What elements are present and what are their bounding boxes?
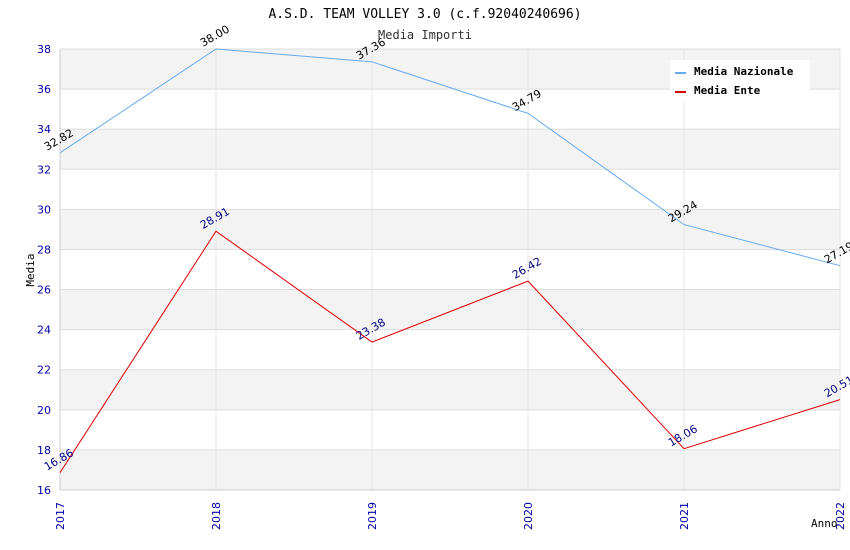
grid-band [60,289,840,330]
y-tick-label: 22 [37,364,51,377]
x-tick-label: 2017 [54,502,67,530]
y-tick-label: 18 [37,444,51,457]
y-tick-label: 28 [37,243,51,256]
grid-band [60,449,840,490]
series-line-media-nazionale [59,48,841,267]
data-label-media-nazionale: 34.79 [510,87,544,114]
y-tick-label: 34 [37,123,51,136]
x-tick-label: 2020 [522,502,535,530]
grid-band [60,209,840,250]
y-tick-label: 16 [37,484,51,497]
y-tick-label: 32 [37,163,51,176]
x-tick-label: 2018 [210,502,223,530]
gridlines [59,48,841,491]
grid-band [60,369,840,410]
y-axis-label: Media [24,253,37,286]
data-label-media-nazionale: 38.00 [198,23,232,50]
y-tick-label: 20 [37,404,51,417]
data-label-media-ente: 26.42 [510,255,544,282]
x-axis-label: Anno [811,517,838,530]
legend: Media Nazionale Media Ente [670,60,810,102]
x-tick-label: 2021 [678,502,691,530]
y-tick-label: 26 [37,284,51,297]
y-tick-label: 38 [37,43,51,56]
y-tick-label: 24 [37,324,51,337]
legend-box [670,60,810,102]
x-tick-labels: 2017 2018 2019 2020 2021 2022 [54,502,847,530]
chart-title: A.S.D. TEAM VOLLEY 3.0 (c.f.92040240696) [268,7,581,22]
legend-label-media-nazionale: Media Nazionale [694,65,794,78]
axes [59,49,840,491]
x-tick-label: 2019 [366,502,379,530]
y-tick-label: 36 [37,83,51,96]
grid-band [60,129,840,170]
legend-label-media-ente: Media Ente [694,84,761,97]
y-tick-labels: 16 18 20 22 24 26 28 30 32 34 36 38 [37,43,51,497]
grid-bands [60,49,840,490]
y-tick-label: 30 [37,203,51,216]
series-line-media-ente [59,230,841,474]
chart-subtitle: Media Importi [378,28,472,42]
series-lines [59,48,841,474]
x-tick-label: 2022 [834,502,847,530]
